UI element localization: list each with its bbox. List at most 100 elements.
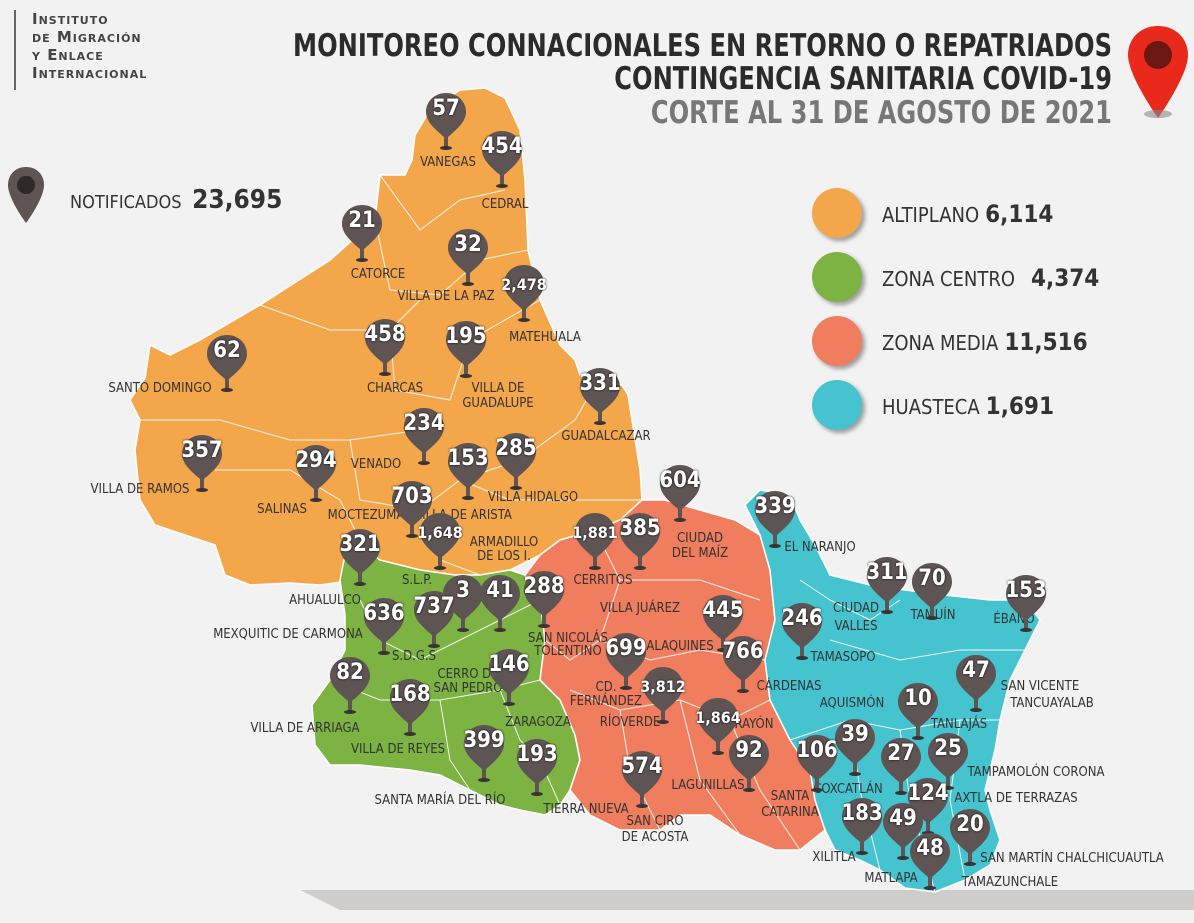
label-ciudad-del-maiz-1: CIUDAD: [677, 531, 723, 546]
label-cerro-de-san-pedro-2: SAN PEDRO: [433, 681, 503, 696]
map-pin: 168: [389, 678, 431, 736]
notified-value: 23,695: [192, 185, 283, 215]
map-pin: 106: [796, 734, 838, 792]
pin-count: 62: [213, 338, 241, 363]
pin-count: 246: [781, 606, 823, 631]
map-pin-icon: [910, 833, 950, 890]
pin-count: 20: [956, 812, 984, 837]
legend-label: ALTIPLANO: [882, 203, 980, 227]
pin-count: 1,648: [417, 523, 463, 542]
pin-count: 234: [403, 411, 445, 436]
map-pin-icon: [912, 563, 952, 620]
map-pin: 321: [339, 528, 381, 586]
map-pin: 703: [391, 480, 433, 538]
map-pin: 445: [702, 594, 744, 652]
legend-swatch: [812, 188, 862, 238]
pin-count: 27: [887, 741, 915, 766]
label-slp: S.L.P.: [401, 573, 433, 588]
label-cd-fernandez-1: CD.: [595, 680, 617, 695]
label-mexquitic: MEXQUITIC DE CARMONA: [213, 627, 363, 642]
logo-divider: [14, 10, 16, 90]
map-pin: 331: [579, 367, 621, 425]
label-xilitla: XILITLA: [812, 850, 856, 865]
pin-count: 604: [659, 468, 701, 493]
map-pin-icon: [448, 443, 488, 500]
map-pin: 288: [523, 570, 565, 628]
label-coxcatlan: COXCATLÁN: [813, 782, 883, 797]
map-pin: 32: [447, 228, 489, 286]
institute-logo: Instituto de Migración y Enlace Internac…: [32, 10, 148, 82]
pin-count: 288: [523, 574, 565, 599]
label-salinas: SALINAS: [257, 502, 307, 517]
legend-label: ZONA MEDIA: [882, 331, 999, 355]
label-cerro-de-san-pedro-1: CERRO DE: [437, 667, 499, 682]
map-pin: 285: [495, 432, 537, 490]
pin-count: 2,478: [501, 275, 547, 294]
label-tamazunchale: TAMAZUNCHALE: [961, 875, 1059, 890]
legend-value: 4,374: [1031, 264, 1100, 292]
legend-value: 6,114: [985, 200, 1054, 228]
map-pin: 70: [911, 562, 953, 620]
map-pin-icon: [365, 319, 405, 376]
map-pin: 1,881: [572, 512, 618, 570]
label-villa-juarez: VILLA JUÁREZ: [599, 601, 681, 616]
label-lagunillas: LAGUNILLAS: [671, 778, 745, 793]
label-tamasopo: TAMASOPO: [810, 650, 876, 665]
map-pin: 39: [834, 718, 876, 776]
map-pin-icon: [620, 513, 660, 570]
label-villa-de-reyes: VILLA DE REYES: [350, 742, 446, 757]
map-pin-icon: [723, 636, 763, 693]
map-pin: 2,478: [501, 264, 547, 322]
map-pin: 636: [363, 597, 405, 655]
pin-count: 357: [181, 438, 223, 463]
title-line-3: CORTE AL 31 DE AGOSTO DE 2021: [650, 95, 1112, 131]
map-pin-icon: [606, 633, 646, 690]
pin-count: 737: [413, 594, 455, 619]
pin-count: 106: [796, 738, 838, 763]
map-pin-icon: [881, 738, 921, 795]
map-pin: 153: [1005, 574, 1047, 632]
pin-count: 41: [486, 578, 514, 603]
map-pin-icon: [448, 229, 488, 286]
map-pin: 766: [722, 635, 764, 693]
legend-value: 11,516: [1004, 328, 1088, 356]
label-san-vicente-1: SAN VICENTE: [1000, 679, 1080, 694]
label-tanlajas: TANLAJÁS: [930, 717, 988, 732]
pin-count: 47: [962, 658, 990, 683]
pin-count: 454: [481, 134, 523, 159]
map-pin: 82: [329, 656, 371, 714]
map-pin: 20: [949, 808, 991, 866]
map-pin-icon: [580, 368, 620, 425]
label-rayon: RAYÓN: [734, 717, 774, 732]
map-pin-icon: [898, 683, 938, 740]
label-ahualulco: AHUALULCO: [289, 593, 361, 608]
pin-count: 1,881: [572, 523, 618, 542]
pin-count: 10: [904, 686, 932, 711]
map-pin: 399: [463, 724, 505, 782]
map-pin: 41: [479, 574, 521, 632]
label-villa-de-la-paz: VILLA DE LA PAZ: [397, 289, 495, 304]
map-pin-icon: [698, 698, 738, 755]
map-pin-icon: [797, 735, 837, 792]
map-pin: 92: [728, 734, 770, 792]
label-armadillo-2: DE LOS I.: [477, 549, 531, 564]
label-matlapa: MATLAPA: [864, 871, 918, 886]
label-cedral: CEDRAL: [481, 197, 529, 212]
pin-count: 636: [363, 601, 405, 626]
map-pin: 21: [341, 204, 383, 262]
map-pin-icon: [404, 408, 444, 465]
pin-count: 311: [866, 560, 908, 585]
pin-count: 445: [702, 598, 744, 623]
pin-count: 321: [339, 532, 381, 557]
label-san-ciro-2: DE ACOSTA: [621, 830, 689, 845]
label-santa-catarina-1: SANTA: [770, 789, 810, 804]
label-san-vicente-2: TANCUAYALAB: [1010, 696, 1094, 711]
map-pin-icon: [956, 655, 996, 712]
map-pin-icon: [390, 679, 430, 736]
label-santo-domingo: SANTO DOMINGO: [108, 381, 212, 396]
label-san-martin: SAN MARTÍN CHALCHICUAUTLA: [980, 851, 1164, 866]
pin-count: 32: [454, 232, 482, 257]
map-pin-icon: [182, 435, 222, 492]
map-pin-icon: [480, 575, 520, 632]
